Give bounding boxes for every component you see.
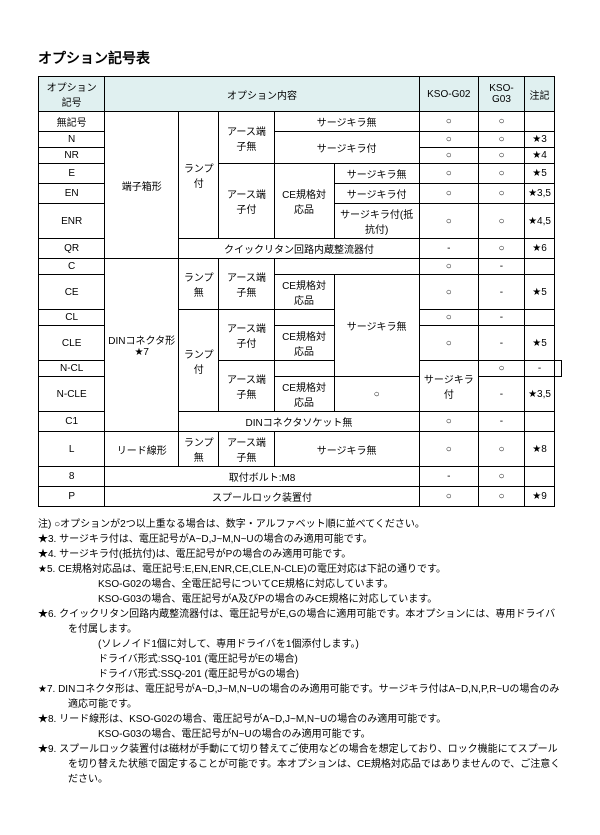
hdr-content: オプション内容: [105, 77, 419, 112]
lamp-off-1: ランプ無: [179, 259, 219, 310]
code-EN: EN: [39, 184, 105, 204]
table-title: オプション記号表: [38, 48, 562, 68]
ce-2: CE規格対応品: [274, 275, 334, 310]
code-E: E: [39, 164, 105, 184]
earth-no-1: アース端子無: [219, 112, 274, 164]
quick: クイックリタン回路内蔵整流器付: [179, 239, 420, 259]
earth-yes-1: アース端子付: [219, 164, 274, 239]
code-P: P: [39, 487, 105, 507]
code-ENR: ENR: [39, 204, 105, 239]
earth-no-3: アース端子無: [219, 361, 274, 412]
surge-yes-2: サージキラ付: [334, 184, 419, 204]
spool: スプールロック装置付: [105, 487, 419, 507]
surge-none-4: サージキラ無: [274, 432, 419, 467]
code-C: C: [39, 259, 105, 275]
surge-none-3: サージキラ無: [334, 275, 419, 377]
note-5a: KSO-G02の場合、全電圧記号についてCE規格に対応しています。: [38, 577, 562, 592]
note-6: ★6. クイックリタン回路内蔵整流器付は、電圧記号がE,Gの場合に適用可能です。…: [38, 607, 562, 637]
lamp-off-2: ランプ無: [179, 432, 219, 467]
code-CL: CL: [39, 310, 105, 326]
code-CE: CE: [39, 275, 105, 310]
note-4: ★4. サージキラ付(抵抗付)は、電圧記号がPの場合のみ適用可能です。: [38, 547, 562, 562]
code-QR: QR: [39, 239, 105, 259]
din-socket: DINコネクタソケット無: [179, 412, 420, 432]
lead: リード線形: [105, 432, 179, 467]
earth-no-2: アース端子無: [219, 259, 274, 310]
options-table: オプション記号 オプション内容 KSO-G02 KSO-G03 注記 無記号端子…: [38, 76, 562, 507]
notes-block: 注) ○オプションが2つ以上重なる場合は、数字・アルファベット順に並べてください…: [38, 517, 562, 787]
code-NCLE: N-CLE: [39, 377, 105, 412]
termbox: 端子箱形: [105, 112, 179, 259]
surge-res: サージキラ付(抵抗付): [334, 204, 419, 239]
note-9: ★9. スプールロック装置付は磁材が手動にて切り替えてご使用などの場合を想定して…: [38, 742, 562, 787]
code-N: N: [39, 132, 105, 148]
hdr-g03: KSO-G03: [478, 77, 524, 112]
code-C1: C1: [39, 412, 105, 432]
hdr-note: 注記: [525, 77, 555, 112]
note-6c: ドライバ形式:SSQ-201 (電圧記号がGの場合): [38, 667, 562, 682]
m8: 取付ボルト:M8: [105, 467, 419, 487]
note-8: ★8. リード線形は、KSO-G02の場合、電圧記号がA~D,J~M,N~Uの場…: [38, 712, 562, 727]
earth-no-4: アース端子無: [219, 432, 274, 467]
note-6b: ドライバ形式:SSQ-101 (電圧記号がEの場合): [38, 652, 562, 667]
din: DINコネクタ形 ★7: [105, 259, 179, 432]
earth-yes-2: アース端子付: [219, 310, 274, 361]
code-8: 8: [39, 467, 105, 487]
note-6a: (ソレノイド1個に対して、専用ドライバを1個添付します。): [38, 637, 562, 652]
ce-4: CE規格対応品: [274, 377, 334, 412]
note-5: ★5. CE規格対応品は、電圧記号:E,EN,ENR,CE,CLE,N-CLE)…: [38, 562, 562, 577]
note-7: ★7. DINコネクタ形は、電圧記号がA~D,J~M,N~Uの場合のみ適用可能で…: [38, 682, 562, 712]
ce-1: CE規格対応品: [274, 164, 334, 239]
lamp-on: ランプ付: [179, 112, 219, 239]
hdr-code: オプション記号: [39, 77, 105, 112]
lamp-on-2: ランプ付: [179, 310, 219, 412]
code-CLE: CLE: [39, 326, 105, 361]
ce-3: CE規格対応品: [274, 326, 334, 361]
note-head: 注) ○オプションが2つ以上重なる場合は、数字・アルファベット順に並べてください…: [38, 517, 562, 532]
code-blank: 無記号: [39, 112, 105, 132]
surge-yes-3: サージキラ付: [419, 361, 478, 412]
note-3: ★3. サージキラ付は、電圧記号がA~D,J~M,N~Uの場合のみ適用可能です。: [38, 532, 562, 547]
hdr-g02: KSO-G02: [419, 77, 478, 112]
surge-none-2: サージキラ無: [334, 164, 419, 184]
note-8a: KSO-G03の場合、電圧記号がN~Uの場合のみ適用可能です。: [38, 727, 562, 742]
surge-yes-1: サージキラ付: [274, 132, 419, 164]
code-L: L: [39, 432, 105, 467]
surge-none-1: サージキラ無: [274, 112, 419, 132]
code-NR: NR: [39, 148, 105, 164]
code-NCL: N-CL: [39, 361, 105, 377]
